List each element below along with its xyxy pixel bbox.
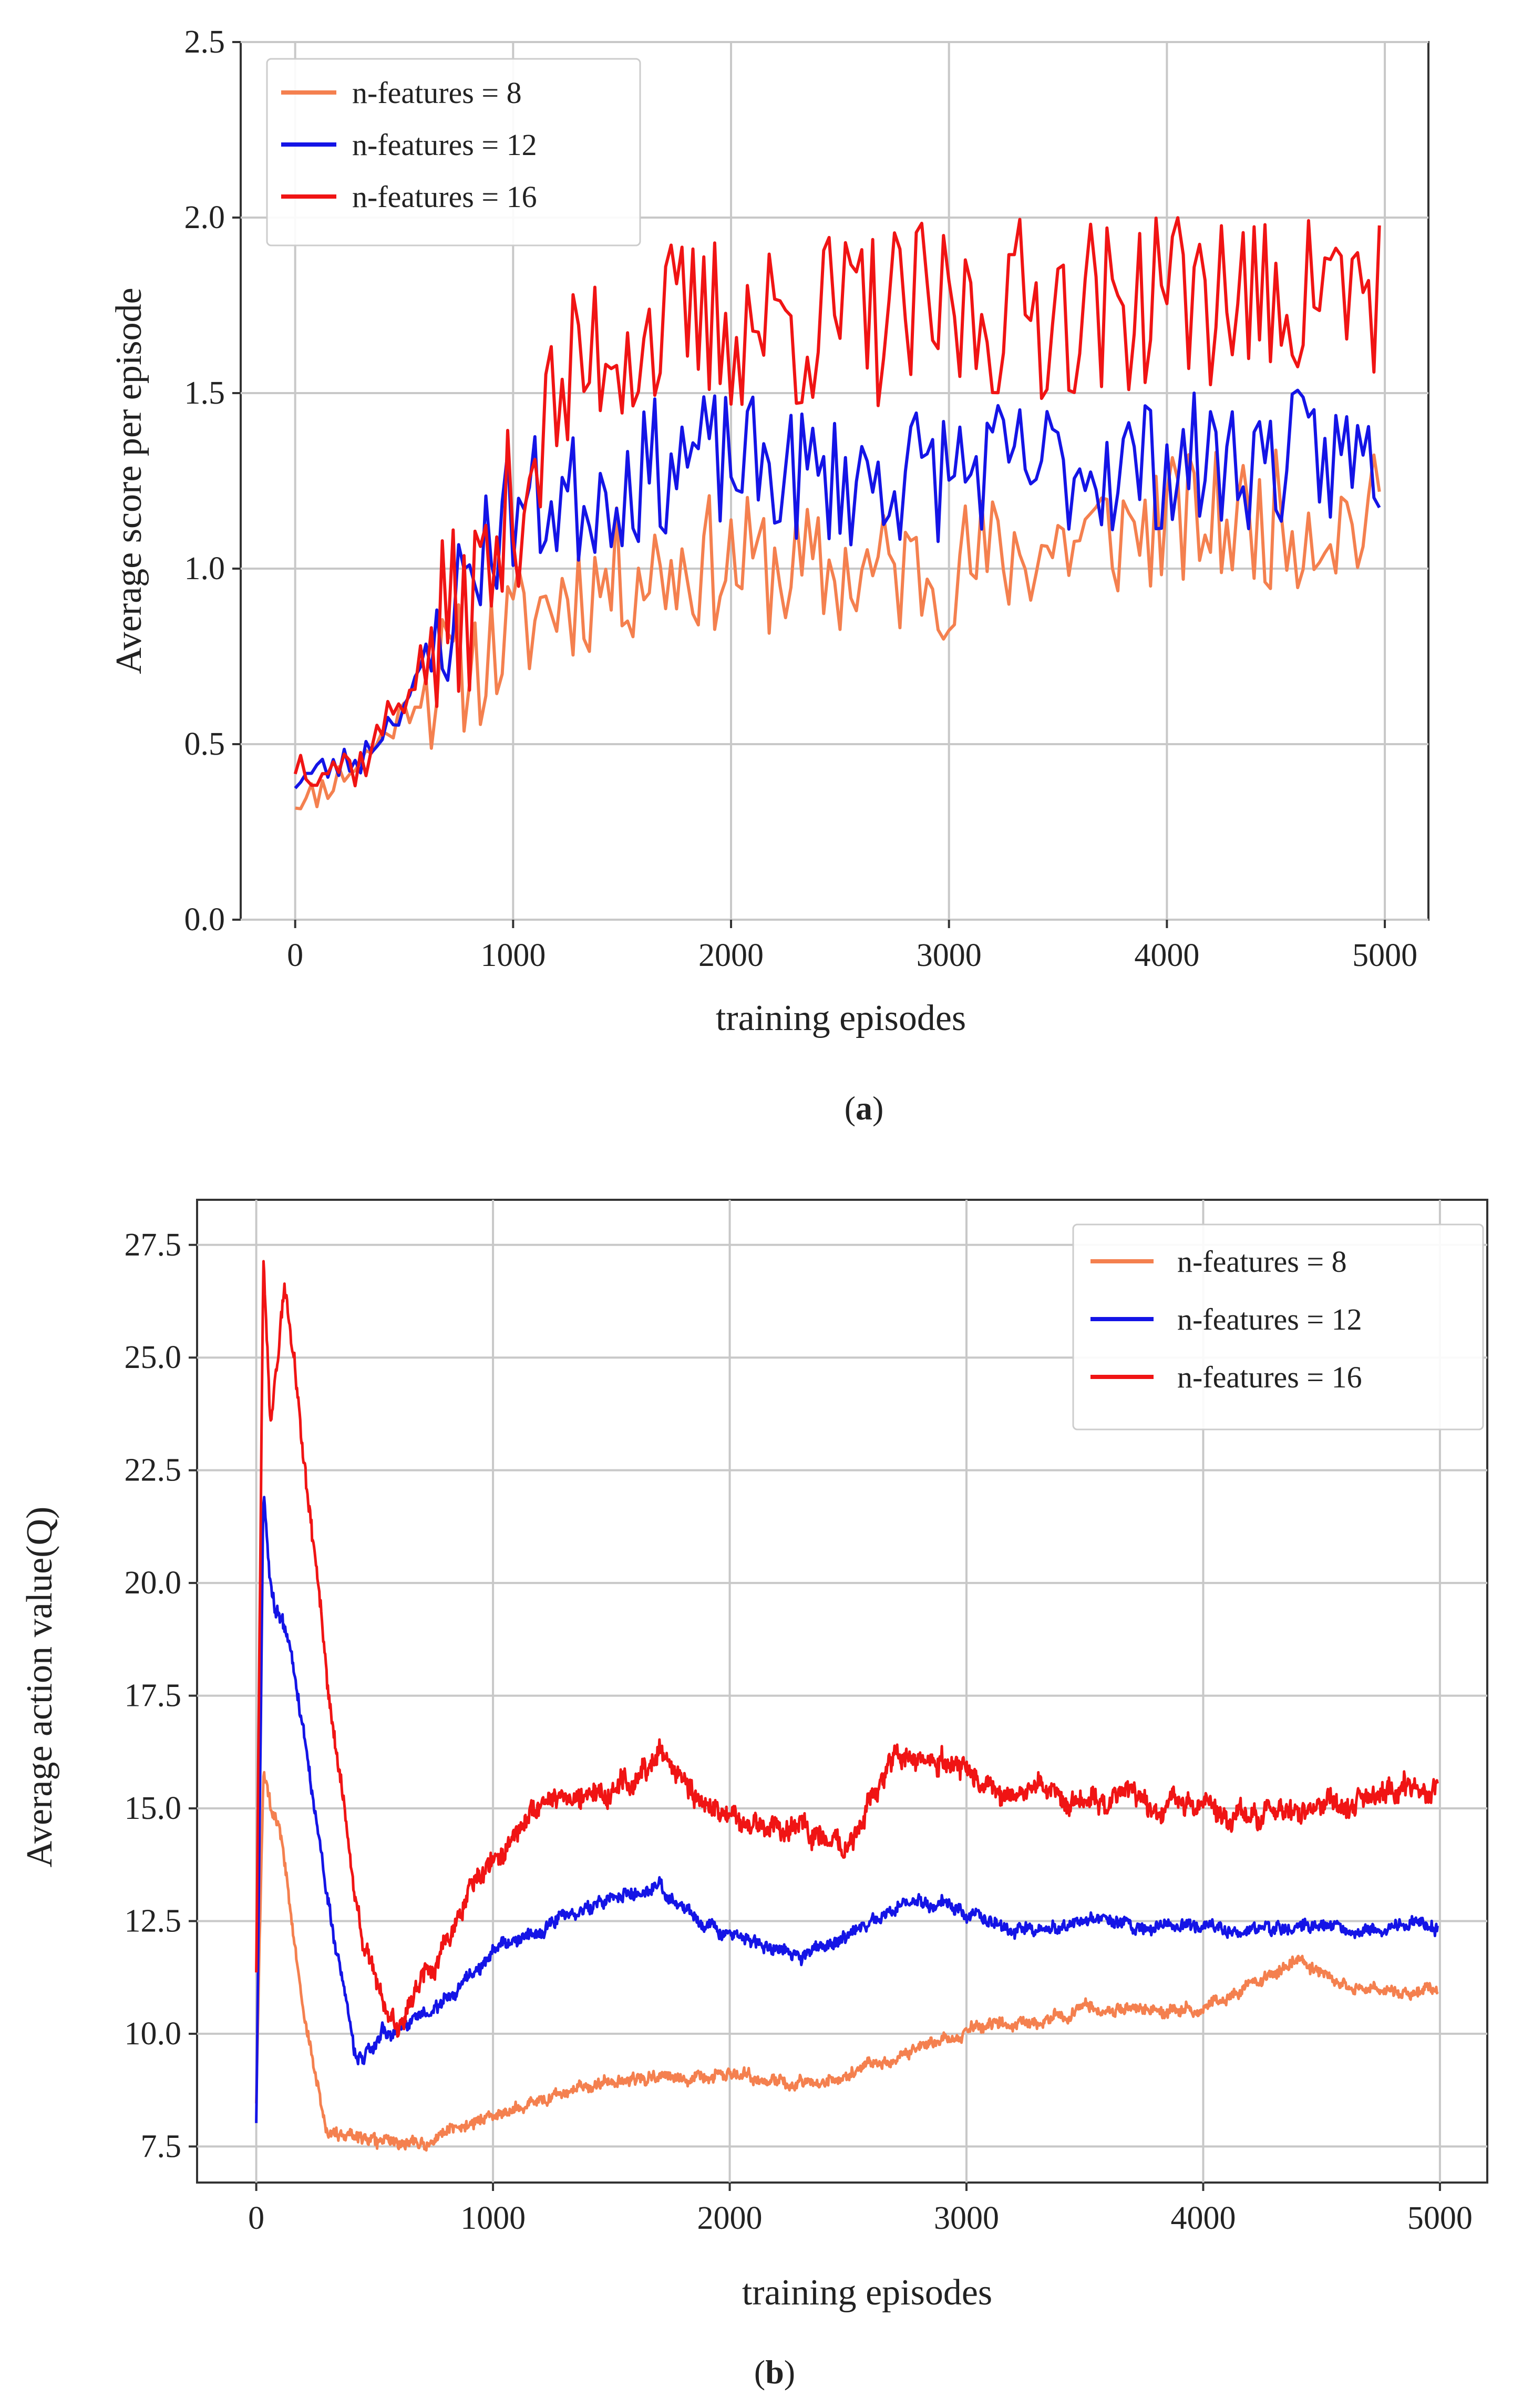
chart-a-x-tick-label: 4000 [1134,938,1199,973]
chart-b-y-tick-label: 20.0 [125,1565,182,1601]
chart-b-legend-label-n16: n-features = 16 [1177,1360,1362,1394]
chart-b-series-n12 [255,1496,1439,2123]
chart-a-grid [241,41,1428,921]
caption-b: (b) [754,2353,795,2391]
chart-b-x-tick-label: 4000 [1170,2200,1236,2236]
chart-a-x-axis: 0 1000 2000 3000 4000 5000 [287,920,1417,973]
chart-b-x-tick-label: 5000 [1407,2200,1473,2236]
chart-b-y-tick-label: 25.0 [125,1340,182,1375]
chart-a-y-tick-label: 2.5 [184,24,225,60]
chart-b-y-tick-label: 10.0 [125,2016,182,2052]
chart-a-legend-box [266,58,641,246]
chart-b-series-n8 [255,1771,1439,2152]
chart-b-series-group [255,1260,1439,2152]
chart-a-series-n8 [295,448,1381,810]
chart-a-y-tick-label: 1.0 [184,551,225,586]
chart-a-y-label: Average score per episode [109,287,149,674]
chart-a-series-n16 [293,216,1381,788]
chart-a-x-tick-label: 0 [287,938,303,973]
chart-b-legend-label-n12: n-features = 12 [1177,1302,1362,1336]
chart-b-y-tick-label: 7.5 [141,2128,182,2164]
chart-b-x-axis: 0 1000 2000 3000 4000 5000 [248,2183,1473,2236]
chart-b-x-tick-label: 3000 [934,2200,999,2236]
chart-b-y-tick-label: 15.0 [125,1790,182,1826]
chart-b-x-tick-label: 1000 [460,2200,526,2236]
chart-a-x-tick-label: 5000 [1352,938,1417,973]
chart-b-x-tick-label: 0 [248,2200,264,2236]
chart-b-frame [196,1199,1488,2184]
chart-b-y-axis: 7.5 10.0 12.5 15.0 17.5 20.0 22.5 25.0 27.5 [125,1227,197,2164]
chart-a-y-tick-label: 0.0 [184,902,225,938]
chart-a-y-tick-label: 1.5 [184,375,225,411]
chart-a-legend: n-features = 8 n-features = 12 n-feature… [266,58,641,246]
chart-a-legend-label-n12: n-features = 12 [352,128,537,162]
chart-a-score: 0 1000 2000 3000 4000 5000 0.0 0.5 1.0 1.5 2.0 2.5… [109,24,1429,1038]
chart-a-x-tick-label: 2000 [698,938,764,973]
chart-a-y-tick-label: 2.0 [184,200,225,235]
chart-b-y-tick-label: 22.5 [125,1453,182,1488]
chart-b-y-label: Average action value(Q) [19,1507,60,1868]
chart-a-series-n12 [294,388,1381,789]
chart-b-legend: n-features = 8 n-features = 12 n-feature… [1072,1223,1484,1431]
chart-a-series-group [293,216,1381,810]
chart-a-y-axis: 0.0 0.5 1.0 1.5 2.0 2.5 [184,24,241,938]
chart-a-legend-label-n8: n-features = 8 [352,76,522,110]
chart-b-q-value: 0 1000 2000 3000 4000 5000 7.5 10.0 12.5 15.0 17.… [19,1199,1488,2313]
chart-b-y-tick-label: 27.5 [125,1227,182,1263]
chart-b-y-tick-label: 12.5 [125,1903,182,1939]
chart-b-legend-label-n8: n-features = 8 [1177,1244,1347,1279]
chart-b-x-label: training episodes [742,2272,992,2313]
chart-b-y-tick-label: 17.5 [125,1678,182,1714]
caption-a: (a) [845,1089,884,1127]
chart-b-legend-box [1072,1223,1484,1431]
chart-b-series-n16 [255,1260,1439,2038]
chart-a-x-tick-label: 1000 [480,938,546,973]
chart-a-x-tick-label: 3000 [917,938,982,973]
chart-a-y-tick-label: 0.5 [184,726,225,762]
chart-a-legend-label-n16: n-features = 16 [352,180,537,214]
chart-a-x-label: training episodes [716,998,966,1038]
chart-b-x-tick-label: 2000 [697,2200,763,2236]
